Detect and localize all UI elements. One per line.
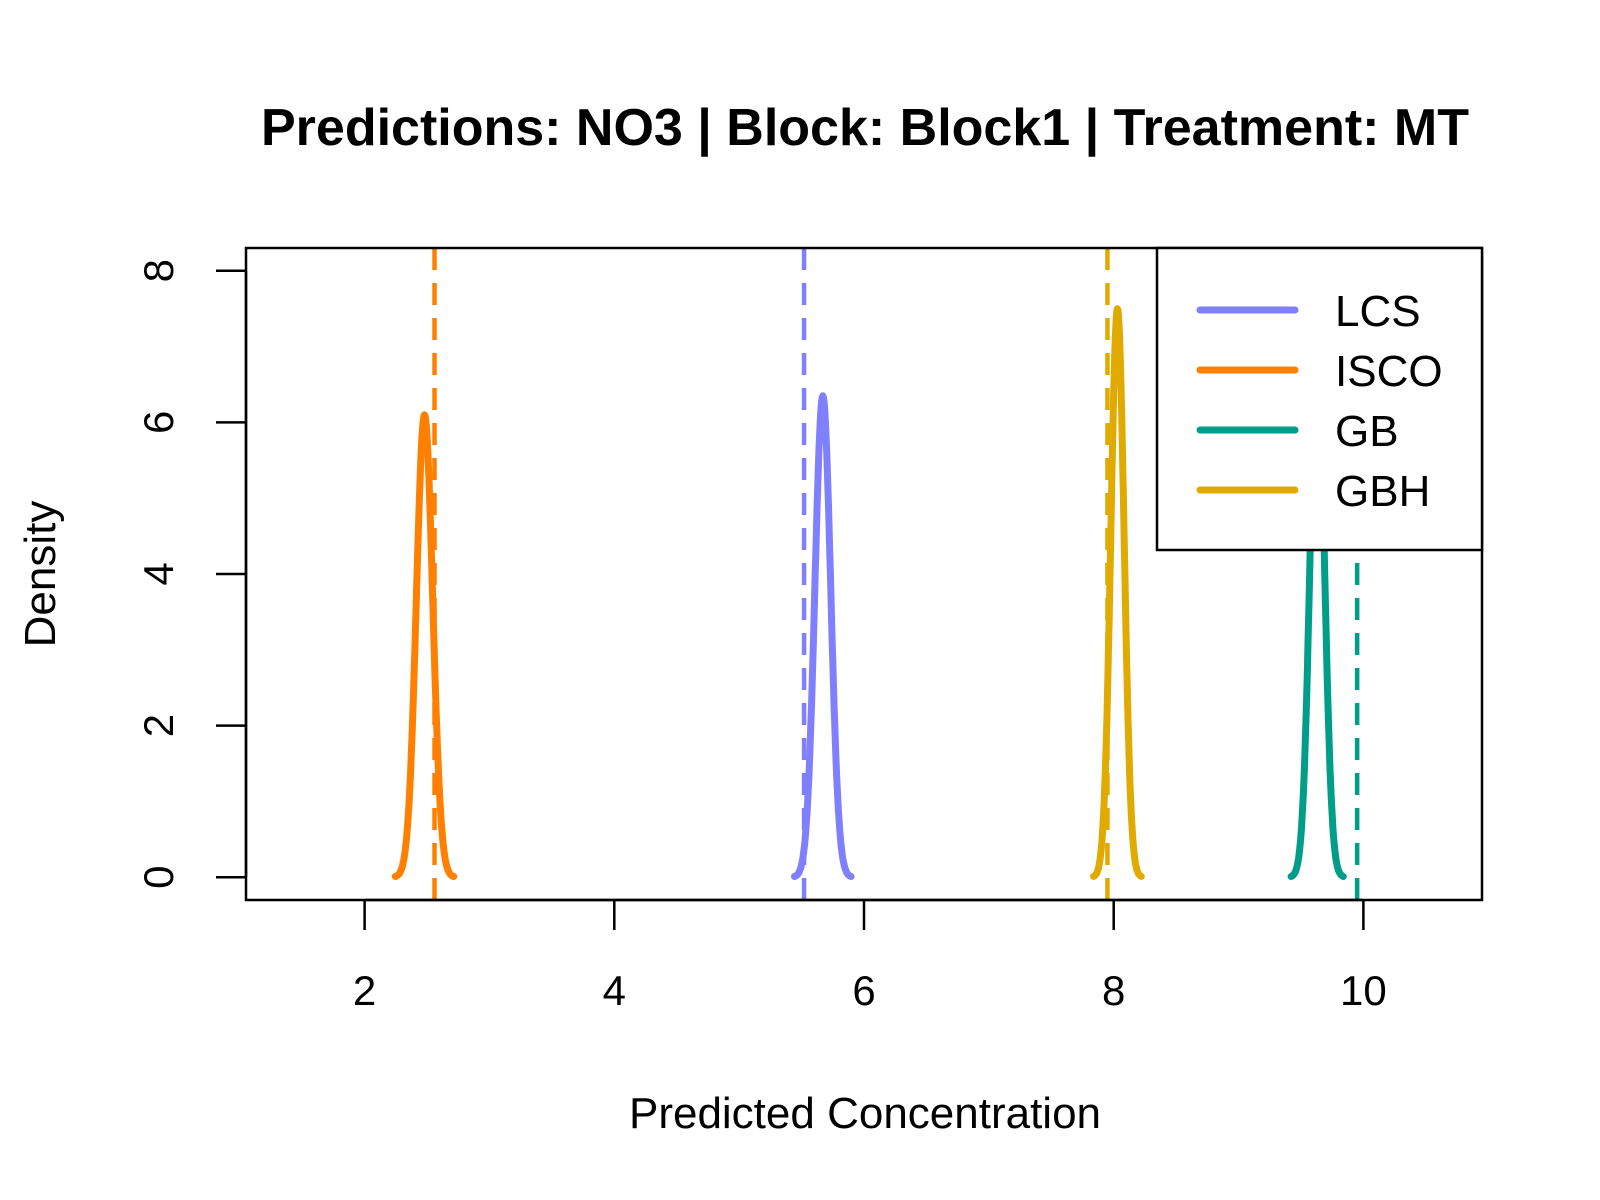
legend-items: LCS ISCO GB GBH xyxy=(1196,287,1443,516)
density-curve-gbh xyxy=(1090,305,1145,880)
chart-title: Predictions: NO3 | Block: Block1 | Treat… xyxy=(261,99,1469,157)
y-tick-label: 8 xyxy=(135,259,182,282)
x-tick-label: 2 xyxy=(353,967,376,1014)
x-tick-label: 4 xyxy=(603,967,626,1014)
legend: LCS ISCO GB GBH xyxy=(1155,246,1484,552)
legend-label-isco: ISCO xyxy=(1335,347,1443,396)
y-tick-label: 6 xyxy=(135,411,182,434)
y-tick-label: 4 xyxy=(135,562,182,585)
x-tick-label: 10 xyxy=(1340,967,1387,1014)
legend-label-lcs: LCS xyxy=(1335,287,1421,336)
legend-label-gbh: GBH xyxy=(1335,467,1430,516)
legend-box xyxy=(1155,246,1484,552)
x-tick-label: 6 xyxy=(852,967,875,1014)
plot-frame xyxy=(244,246,1484,902)
y-tick-label: 2 xyxy=(135,714,182,737)
y-axis-label: Density xyxy=(16,501,65,648)
legend-label-gb: GB xyxy=(1335,407,1399,456)
density-curve-isco xyxy=(391,411,458,880)
x-axis: 2 4 6 8 10 xyxy=(353,898,1387,1014)
y-axis: 0 2 4 6 8 xyxy=(135,259,248,889)
x-tick-label: 8 xyxy=(1102,967,1125,1014)
y-tick-label: 0 xyxy=(135,866,182,889)
x-axis-label: Predicted Concentration xyxy=(629,1089,1101,1138)
